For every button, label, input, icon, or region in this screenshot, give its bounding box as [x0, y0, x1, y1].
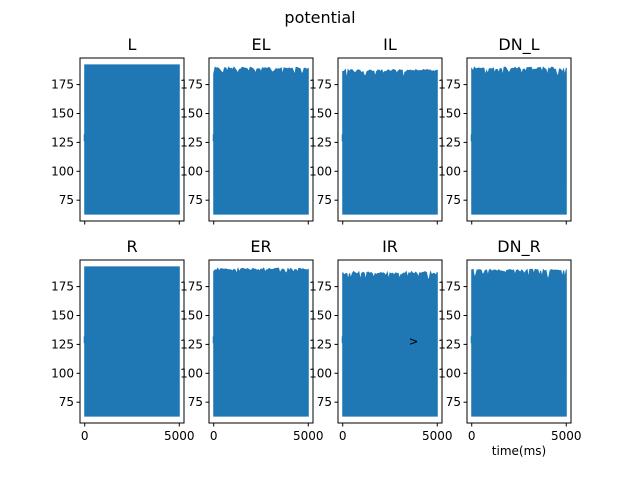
y-tick-label: 75 — [446, 395, 461, 409]
subplot-l: 75 100 125 150 175 L — [51, 35, 185, 225]
y-tick-label: 175 — [180, 78, 203, 92]
y-tick-label: 150 — [180, 308, 203, 322]
axes-frame — [79, 259, 185, 424]
axes-frame — [337, 57, 443, 222]
x-tick-label: 0 — [468, 429, 476, 443]
series-band — [471, 66, 567, 215]
axes-frame — [79, 57, 185, 222]
subplot-il: 75 100 125 150 175 IL — [309, 35, 443, 225]
y-tick-label: 150 — [309, 308, 332, 322]
subplot-grid: 75 100 125 150 175 L 75 100 125 150 175 EL 75 100 125 1… — [51, 35, 581, 458]
axes-frame — [208, 57, 314, 222]
y-tick-label: 125 — [309, 337, 332, 351]
y-tick-label: 75 — [317, 395, 332, 409]
y-tick-label: 125 — [180, 337, 203, 351]
y-tick-label: 175 — [180, 280, 203, 294]
y-tick-label: 75 — [188, 193, 203, 207]
y-tick-label: 125 — [51, 337, 74, 351]
y-tick-label: 100 — [180, 164, 203, 178]
x-tick-label: 5000 — [293, 429, 324, 443]
subplot-r: 75 100 125 150 175 0 5000 R — [51, 237, 194, 443]
subplot-dn-r: 75 100 125 150 175 0 5000 DN_R time(ms) v — [406, 237, 582, 458]
y-tick-label: 150 — [51, 308, 74, 322]
subplot-title: ER — [250, 237, 271, 256]
x-tick-label: 0 — [81, 429, 89, 443]
figure-title: potential — [284, 8, 355, 27]
y-tick-label: 125 — [180, 135, 203, 149]
y-tick-label: 175 — [309, 78, 332, 92]
subplot-title: L — [128, 35, 137, 54]
subplot-title: DN_L — [498, 35, 539, 55]
y-tick-label: 100 — [438, 164, 461, 178]
subplot-title: IL — [383, 35, 397, 54]
series-band — [213, 266, 309, 417]
y-tick-label: 150 — [438, 308, 461, 322]
y-tick-label: 100 — [180, 366, 203, 380]
y-tick-label: 175 — [438, 280, 461, 294]
x-tick-label: 0 — [210, 429, 218, 443]
y-tick-label: 100 — [438, 366, 461, 380]
x-tick-label: 0 — [339, 429, 347, 443]
y-axis-label: v — [406, 338, 420, 345]
subplot-er: 75 100 125 150 175 0 5000 ER — [180, 237, 323, 443]
subplot-title: EL — [251, 35, 270, 54]
y-tick-label: 75 — [59, 193, 74, 207]
y-tick-label: 100 — [309, 164, 332, 178]
subplot-title: DN_R — [497, 237, 540, 257]
y-tick-label: 100 — [51, 366, 74, 380]
y-tick-label: 125 — [438, 337, 461, 351]
subplot-title: R — [126, 237, 137, 256]
series-band — [84, 64, 180, 215]
y-tick-label: 75 — [317, 193, 332, 207]
subplot-ir: 75 100 125 150 175 0 5000 IR — [309, 237, 452, 443]
y-tick-label: 100 — [51, 164, 74, 178]
subplot-dn-l: 75 100 125 150 175 DN_L — [438, 35, 572, 225]
y-tick-label: 75 — [446, 193, 461, 207]
y-tick-label: 150 — [309, 106, 332, 120]
axes-frame — [466, 259, 572, 424]
y-tick-label: 100 — [309, 366, 332, 380]
y-tick-label: 175 — [438, 78, 461, 92]
y-tick-label: 175 — [51, 280, 74, 294]
x-tick-label: 5000 — [164, 429, 195, 443]
y-tick-label: 75 — [188, 395, 203, 409]
series-band — [342, 270, 438, 417]
x-axis-label: time(ms) — [492, 444, 546, 458]
y-tick-label: 125 — [51, 135, 74, 149]
subplot-title: IR — [382, 237, 398, 256]
y-tick-label: 175 — [309, 280, 332, 294]
subplot-el: 75 100 125 150 175 EL — [180, 35, 314, 225]
y-tick-label: 125 — [309, 135, 332, 149]
series-band — [84, 266, 180, 417]
x-tick-label: 5000 — [551, 429, 582, 443]
series-band — [342, 68, 438, 215]
y-tick-label: 150 — [180, 106, 203, 120]
axes-frame — [337, 259, 443, 424]
axes-frame — [208, 259, 314, 424]
x-tick-label: 5000 — [422, 429, 453, 443]
y-tick-label: 125 — [438, 135, 461, 149]
series-band — [213, 66, 309, 215]
y-tick-label: 150 — [51, 106, 74, 120]
y-tick-label: 75 — [59, 395, 74, 409]
series-band — [471, 268, 567, 417]
axes-frame — [466, 57, 572, 222]
y-tick-label: 150 — [438, 106, 461, 120]
y-tick-label: 175 — [51, 78, 74, 92]
